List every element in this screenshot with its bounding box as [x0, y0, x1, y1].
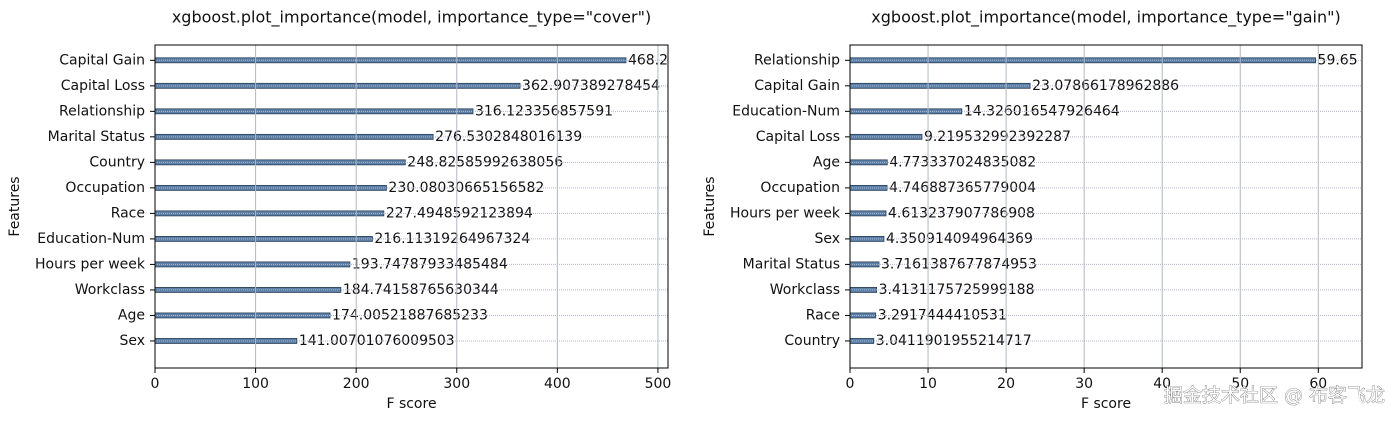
- x-axis-label: F score: [1081, 396, 1131, 412]
- x-tick-label: 40: [1153, 376, 1171, 392]
- x-tick-label: 200: [343, 376, 370, 392]
- x-tick-label: 400: [544, 376, 571, 392]
- value-label: 316.123356857591: [475, 103, 613, 119]
- y-tick-label: Age: [813, 154, 840, 170]
- value-label: 141.00701076009503: [299, 333, 455, 349]
- x-tick-label: 10: [919, 376, 937, 392]
- y-tick-label: Race: [806, 307, 840, 323]
- x-tick-label: 60: [1309, 376, 1327, 392]
- y-tick-label: Marital Status: [48, 129, 145, 145]
- y-tick-label: Capital Loss: [756, 129, 840, 145]
- y-axis-label: Features: [7, 176, 23, 236]
- x-tick-label: 300: [443, 376, 470, 392]
- value-label: 9.219532992392287: [924, 129, 1071, 145]
- value-label: 276.5302848016139: [435, 129, 582, 145]
- x-axis-label: F score: [386, 396, 436, 412]
- y-tick-label: Country: [89, 154, 145, 170]
- y-tick-label: Workclass: [770, 282, 840, 298]
- y-tick-label: Capital Gain: [59, 52, 145, 68]
- value-label: 4.613237907786908: [888, 205, 1035, 221]
- y-tick-label: Education-Num: [37, 231, 145, 247]
- y-tick-label: Occupation: [760, 180, 840, 196]
- x-tick-label: 50: [1231, 376, 1249, 392]
- y-tick-label: Age: [118, 307, 145, 323]
- x-tick-label: 0: [846, 376, 855, 392]
- y-tick-label: Workclass: [75, 282, 145, 298]
- y-tick-label: Capital Gain: [754, 78, 840, 94]
- x-tick-label: 30: [1075, 376, 1093, 392]
- y-axis-label: Features: [702, 176, 718, 236]
- y-tick-label: Hours per week: [730, 205, 841, 221]
- y-tick-label: Marital Status: [743, 256, 840, 272]
- value-label: 184.74158765630344: [343, 282, 499, 298]
- y-tick-label: Country: [784, 333, 840, 349]
- bar: [155, 184, 387, 191]
- bar: [155, 261, 351, 268]
- value-label: 59.65: [1318, 52, 1358, 68]
- y-tick-label: Race: [111, 205, 145, 221]
- chart-title: xgboost.plot_importance(model, importanc…: [172, 8, 651, 28]
- x-tick-label: 100: [242, 376, 269, 392]
- watermark: 掘金技术社区 @ 布客飞龙: [1164, 385, 1385, 407]
- value-label: 14.326016547926464: [964, 103, 1120, 119]
- y-tick-label: Sex: [814, 231, 840, 247]
- value-label: 23.07866178962886: [1032, 78, 1179, 94]
- chart-title: xgboost.plot_importance(model, importanc…: [871, 8, 1340, 28]
- y-tick-label: Sex: [119, 333, 145, 349]
- value-label: 3.0411901955214717: [876, 333, 1032, 349]
- axes-frame: [849, 44, 1363, 369]
- y-tick-label: Relationship: [59, 103, 145, 119]
- y-tick-label: Education-Num: [732, 103, 840, 119]
- bar: [850, 108, 963, 115]
- y-tick-label: Capital Loss: [61, 78, 145, 94]
- bar: [155, 312, 331, 319]
- y-tick-label: Occupation: [65, 180, 145, 196]
- value-label: 216.11319264967324: [374, 231, 530, 247]
- y-tick-label: Hours per week: [35, 256, 146, 272]
- value-label: 230.08030665156582: [388, 180, 544, 196]
- bar: [850, 338, 875, 344]
- value-label: 4.350914094964369: [886, 231, 1033, 247]
- bar: [850, 133, 923, 140]
- x-tick-label: 500: [645, 376, 672, 392]
- y-tick-label: Relationship: [754, 52, 840, 68]
- x-tick-label: 0: [151, 376, 160, 392]
- axes-frame: [154, 44, 669, 369]
- x-tick-label: 20: [997, 376, 1015, 392]
